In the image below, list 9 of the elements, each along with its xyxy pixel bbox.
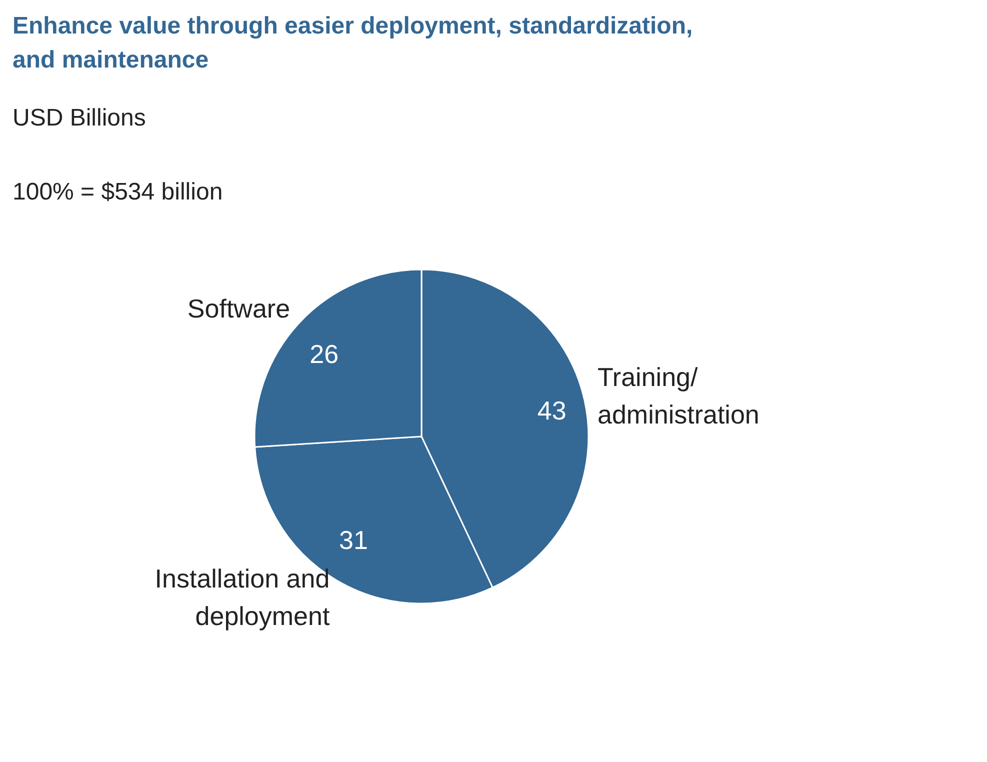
chart-subtitle: USD Billions: [12, 104, 146, 132]
text: 100% = $534 billion: [12, 178, 223, 206]
slice-label: Training/ administration: [598, 362, 760, 430]
chart-title: Enhance value through easier deployment, standardization, and maintenance: [12, 12, 693, 74]
data-label: 26: [310, 339, 339, 370]
slice-label: Installation and deployment: [154, 564, 330, 632]
data-label: 31: [339, 524, 368, 555]
slice-label: Software: [187, 293, 290, 324]
data-label: 43: [537, 395, 566, 426]
